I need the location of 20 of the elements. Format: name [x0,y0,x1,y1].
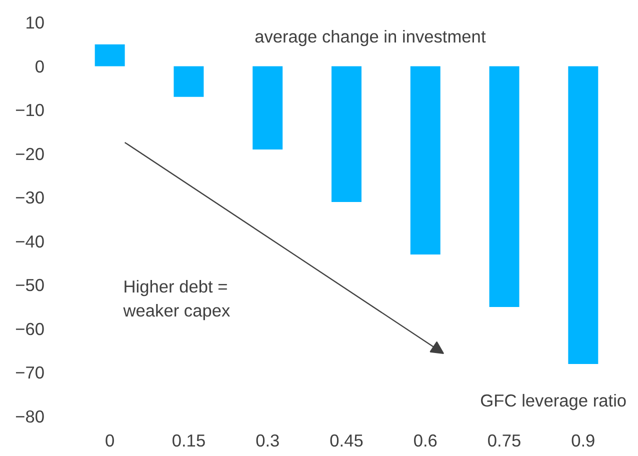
x-tick-label: 0 [105,430,115,450]
x-tick-label: 0.45 [330,430,364,450]
y-tick-label: −30 [15,188,45,208]
y-tick-label: −70 [15,362,45,383]
y-tick-label: −80 [15,406,45,426]
x-tick-label: 0.3 [256,430,280,450]
x-tick-label: 0.15 [172,430,206,450]
chart-title: average change in investment [254,26,486,46]
y-tick-label: −60 [15,318,45,339]
y-tick-label: 10 [25,12,45,32]
y-tick-label: −20 [15,144,45,164]
x-axis-title: GFC leverage ratio [480,390,627,410]
y-tick-label: 0 [34,56,45,76]
annotation: Higher debt = weaker capex [122,276,230,320]
x-tick-label: 0.9 [571,430,596,450]
y-tick-label: −10 [15,100,45,120]
x-tick-label: 0.6 [413,430,438,450]
y-tick-label: −50 [15,275,45,296]
y-tick-label: −40 [15,231,45,252]
x-tick-label: 0.75 [487,430,522,450]
